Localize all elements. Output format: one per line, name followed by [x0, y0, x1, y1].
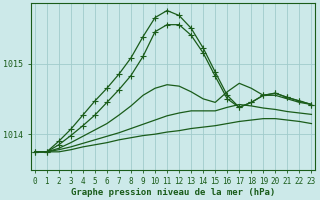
- X-axis label: Graphe pression niveau de la mer (hPa): Graphe pression niveau de la mer (hPa): [71, 188, 275, 197]
